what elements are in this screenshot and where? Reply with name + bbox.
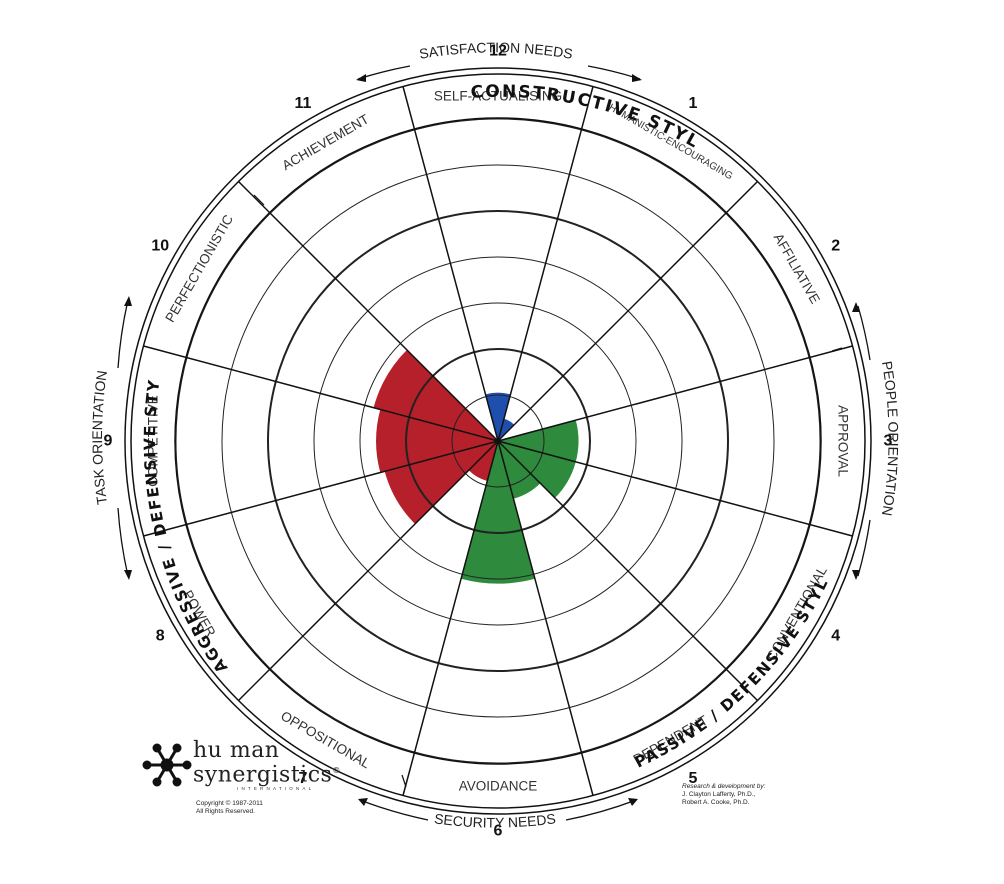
- scale-rings: [175, 118, 821, 764]
- scale-ring: [405, 348, 591, 534]
- segment-divider: [497, 180, 759, 442]
- segment-number-7: 7: [299, 770, 308, 787]
- logo-registered: ®: [332, 766, 341, 775]
- wedge-self-actualising: [485, 392, 511, 441]
- aggressive-defensive-title: AGGRESSIVE / DEFENSIVE STYLES: [0, 0, 231, 676]
- security-needs-axis: [358, 798, 638, 821]
- band-ring: [130, 73, 866, 809]
- credits-line-3: Robert A. Cooke, Ph.D.: [682, 799, 750, 806]
- credits-line-1: Research & development by:: [682, 783, 766, 790]
- segment-divider: [143, 440, 499, 537]
- wedge-humanistic-encouraging: [498, 418, 515, 441]
- segment-divider: [237, 180, 499, 442]
- scale-ring: [451, 394, 545, 488]
- segment-divider: [497, 345, 853, 442]
- segment-number-5: 5: [689, 770, 698, 787]
- segment-number-1: 1: [689, 95, 698, 112]
- segment-label-competitive: COMPETITIVE: [146, 395, 161, 487]
- segment-divider: [402, 440, 499, 796]
- cluster-tick-bottom: [401, 774, 407, 788]
- band-ring: [174, 117, 822, 765]
- segment-divider: [497, 86, 594, 442]
- segment-number-3: 3: [884, 433, 893, 450]
- segment-divider: [237, 440, 499, 702]
- task-orientation-axis: [117, 296, 132, 580]
- security-needs-label: SECURITY NEEDS: [433, 810, 556, 830]
- segment-number-10: 10: [151, 238, 169, 255]
- wedge-avoidance: [461, 441, 535, 584]
- label-band: [130, 73, 866, 809]
- copyright-line-1: Copyright © 1987-2011: [196, 800, 263, 807]
- logo-line-1: hu man: [193, 738, 280, 763]
- segment-label-self-actualising: SELF-ACTUALISING: [434, 89, 562, 104]
- segment-divider: [143, 345, 499, 442]
- satisfaction-needs-axis: [356, 65, 642, 82]
- human-synergistics-logo-icon: [142, 743, 192, 787]
- scale-ring: [267, 210, 729, 672]
- segment-label-achievement: ACHIEVEMENT: [280, 111, 372, 173]
- scale-ring: [221, 164, 775, 718]
- scale-ring: [175, 118, 821, 764]
- logo-line-2: synergistics: [193, 762, 333, 788]
- logo-wordmark: hu man synergistics® INTERNATIONAL: [193, 738, 341, 792]
- segment-number-8: 8: [156, 628, 165, 645]
- logo-subline: INTERNATIONAL: [237, 786, 315, 792]
- segment-number-6: 6: [494, 823, 503, 840]
- scale-ring: [313, 256, 683, 626]
- segment-divider: [497, 440, 853, 537]
- segment-divider: [402, 86, 499, 442]
- task-orientation-label: TASK ORIENTATION: [89, 369, 110, 505]
- segment-label-approval: APPROVAL: [836, 405, 851, 477]
- segment-divider: [497, 440, 759, 702]
- people-orientation-label: PEOPLE ORIENTATION: [879, 360, 902, 517]
- wedge-power: [384, 441, 498, 524]
- segment-divider: [497, 440, 594, 796]
- style-profile-wedges: [373, 349, 579, 584]
- wedge-oppositional: [468, 441, 498, 481]
- segment-label-affiliative: AFFILIATIVE: [771, 231, 823, 306]
- cluster-tick-top-left: [253, 194, 265, 206]
- copyright-notice: Copyright © 1987-2011 All Rights Reserve…: [196, 800, 263, 816]
- segment-number-4: 4: [831, 628, 840, 645]
- cluster-ring: [124, 67, 872, 815]
- segment-number-11: 11: [295, 95, 312, 112]
- wedge-dependent: [498, 441, 541, 499]
- wedge-approval: [498, 420, 579, 462]
- copyright-line-2: All Rights Reserved.: [196, 808, 255, 815]
- segment-label-avoidance: AVOIDANCE: [459, 779, 538, 794]
- wedge-conventional: [498, 441, 576, 498]
- wedge-perfectionistic: [373, 349, 498, 441]
- credits-notice: Research & development by: J. Clayton La…: [682, 783, 765, 807]
- segment-number-12: 12: [489, 43, 507, 60]
- cluster-tick-right: [831, 347, 843, 352]
- segment-dividers: [143, 86, 853, 796]
- scale-ring: [359, 302, 637, 580]
- segment-number-9: 9: [104, 433, 113, 450]
- credits-line-2: J. Clayton Lafferty, Ph.D.,: [682, 791, 756, 798]
- people-orientation-axis: [852, 302, 871, 580]
- satisfaction-needs-label: SATISFACTION NEEDS: [418, 39, 574, 62]
- segment-number-2: 2: [831, 238, 840, 255]
